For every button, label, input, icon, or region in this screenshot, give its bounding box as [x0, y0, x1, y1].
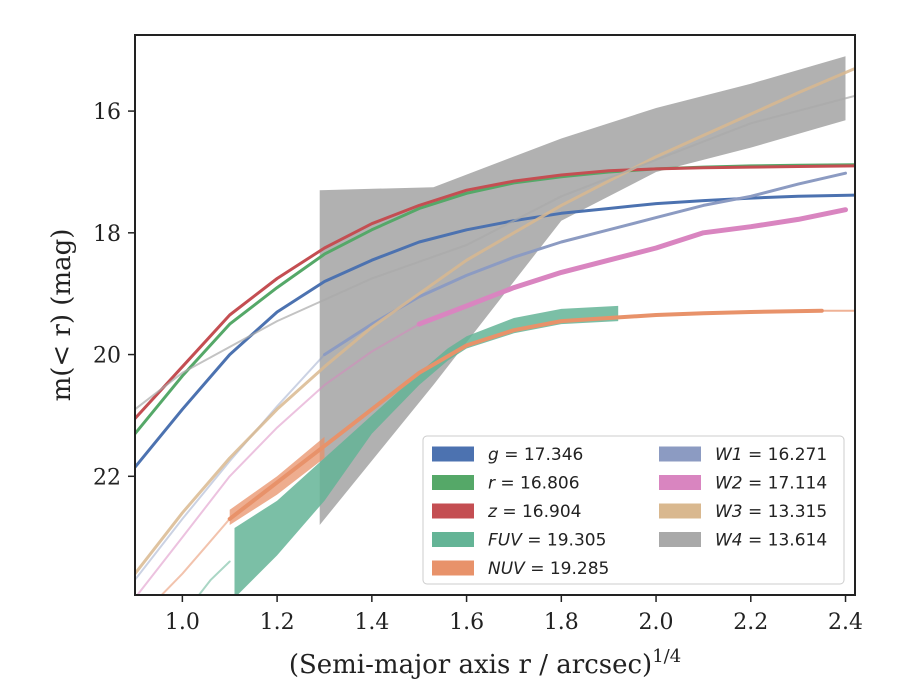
x-tick-label: 1.4: [354, 610, 389, 635]
x-tick-label: 2.4: [828, 610, 863, 635]
series-line-w1-inner: [135, 353, 326, 581]
series-line-w3: [135, 67, 855, 576]
ticks-layer: 1.0 1.2 1.4 1.6 1.8 2.0 2.2 2.4 16 18 20 22: [93, 100, 863, 635]
legend-swatch: [432, 560, 474, 576]
legend-swatch: [432, 532, 474, 547]
legend-label: g = 17.346: [488, 445, 583, 465]
x-tick-label: 1.8: [544, 610, 579, 635]
lines-layer: [135, 67, 855, 595]
legend-label: z = 16.904: [487, 502, 581, 522]
y-tick-label: 16: [93, 100, 121, 125]
legend-frame: [422, 435, 845, 585]
legend-swatch: [432, 475, 474, 490]
legend: g = 17.346 r = 16.806 z = 16.904 FUV = 19.3…: [422, 435, 845, 585]
legend-swatch: [659, 503, 701, 519]
legend-label: r = 16.806: [488, 474, 580, 494]
series-line-z: [135, 164, 855, 420]
legend-swatch: [659, 532, 701, 547]
y-tick-label: 22: [93, 465, 121, 490]
x-tick-label: 1.2: [260, 610, 295, 635]
x-tick-label: 1.0: [165, 610, 200, 635]
y-tick-label: 18: [93, 222, 121, 247]
y-axis-label: m(< r) (mag): [47, 229, 77, 402]
legend-label: W4 = 13.614: [715, 531, 827, 551]
series-line-w2-inner: [136, 323, 421, 595]
series-line-w2: [416, 207, 848, 327]
legend-label: W3 = 13.315: [715, 502, 827, 522]
legend-label: NUV = 19.285: [488, 559, 609, 579]
y-tick-label: 20: [93, 344, 121, 369]
series-line-nuv-inner: [160, 517, 231, 595]
x-axis-label-text: (Semi-major axis r / arcsec): [289, 650, 652, 680]
legend-label: W1 = 16.271: [715, 445, 827, 465]
plot-frame: [134, 34, 856, 596]
legend-swatch: [659, 475, 701, 490]
series-line-nuv: [227, 308, 824, 521]
series-line-w4: [135, 94, 855, 411]
legend-swatch: [432, 446, 474, 462]
legend-label: FUV = 19.305: [488, 531, 606, 551]
x-axis-label-sup: 1/4: [652, 646, 681, 667]
x-tick-label: 2.0: [639, 610, 674, 635]
legend-label: W2 = 17.114: [715, 474, 827, 494]
legend-swatch: [659, 446, 701, 462]
x-tick-label: 1.6: [449, 610, 484, 635]
legend-swatch: [432, 503, 474, 519]
x-axis-label: (Semi-major axis r / arcsec)1/4: [289, 646, 681, 680]
x-tick-label: 2.2: [733, 610, 768, 635]
series-line-fuv-inner: [197, 560, 231, 595]
series-line-w1: [323, 171, 847, 357]
